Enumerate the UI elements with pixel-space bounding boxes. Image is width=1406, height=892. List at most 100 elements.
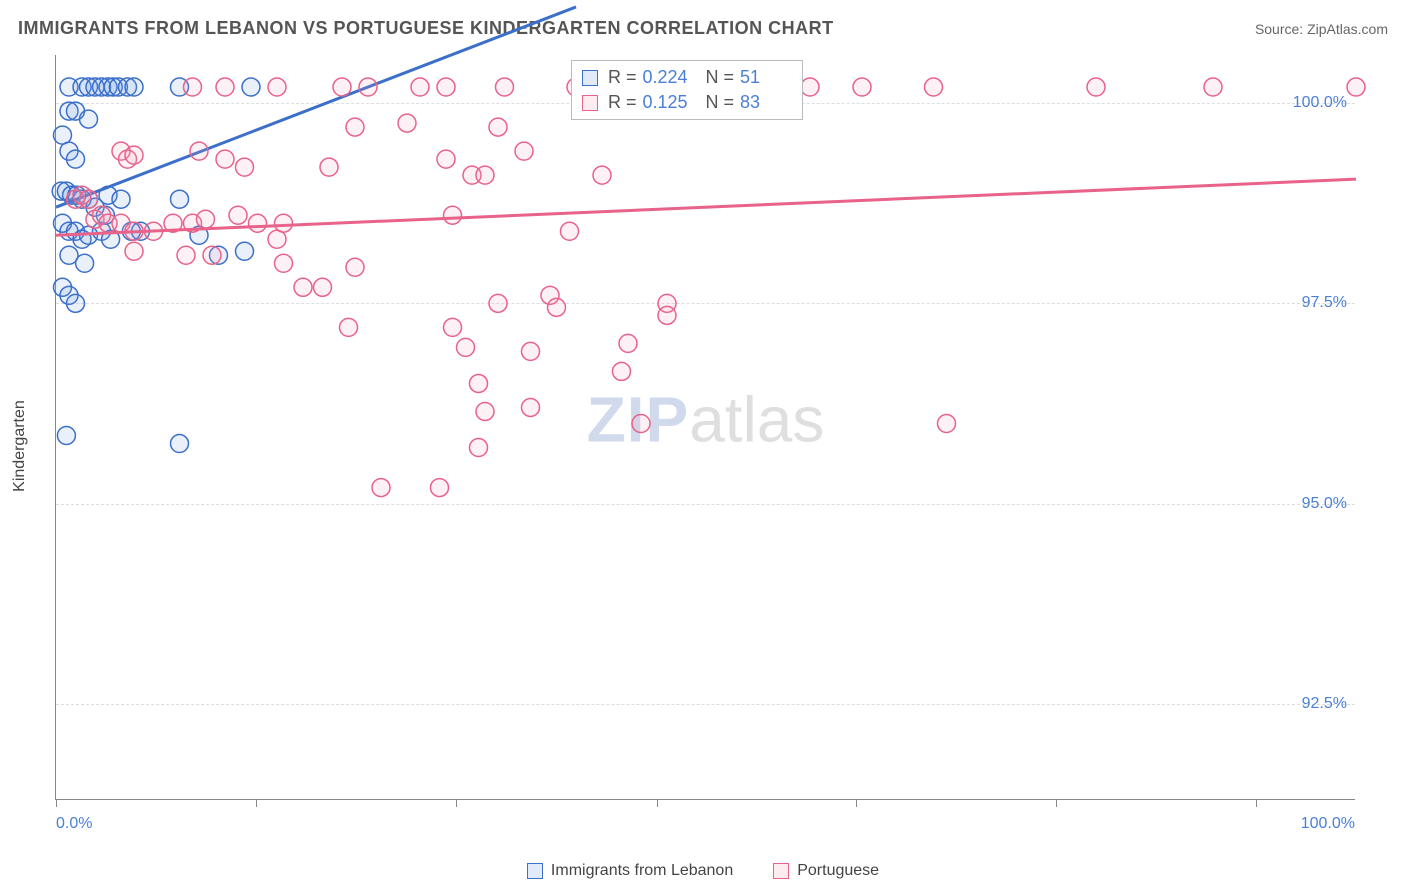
stat-n-label: N = [701, 92, 735, 113]
scatter-point-portuguese [437, 150, 455, 168]
scatter-point-portuguese [346, 118, 364, 136]
scatter-point-portuguese [593, 166, 611, 184]
scatter-point-portuguese [203, 246, 221, 264]
scatter-point-portuguese [177, 246, 195, 264]
stat-r-label: R = [608, 67, 637, 88]
scatter-point-portuguese [314, 278, 332, 296]
scatter-point-lebanon [171, 190, 189, 208]
legend-item-lebanon: Immigrants from Lebanon [527, 862, 733, 880]
scatter-point-lebanon [76, 254, 94, 272]
scatter-point-portuguese [398, 114, 416, 132]
scatter-point-lebanon [112, 190, 130, 208]
scatter-point-portuguese [489, 118, 507, 136]
scatter-point-portuguese [613, 362, 631, 380]
scatter-point-portuguese [275, 214, 293, 232]
scatter-point-portuguese [632, 414, 650, 432]
scatter-point-portuguese [853, 78, 871, 96]
x-tick [56, 799, 57, 807]
stat-r-value: 0.125 [643, 92, 695, 113]
stat-n-label: N = [701, 67, 735, 88]
chart-plot-area: ZIPatlas 92.5%95.0%97.5%100.0% 0.0% 100.… [55, 55, 1355, 800]
scatter-point-portuguese [437, 78, 455, 96]
scatter-point-portuguese [275, 254, 293, 272]
scatter-point-portuguese [444, 318, 462, 336]
scatter-point-portuguese [938, 414, 956, 432]
scatter-point-lebanon [125, 78, 143, 96]
stat-n-value: 83 [740, 92, 792, 113]
stat-r-value: 0.224 [643, 67, 695, 88]
legend-label: Portuguese [797, 862, 879, 880]
scatter-point-portuguese [496, 78, 514, 96]
scatter-point-portuguese [216, 150, 234, 168]
scatter-point-lebanon [171, 435, 189, 453]
scatter-point-portuguese [476, 402, 494, 420]
x-tick [256, 799, 257, 807]
scatter-point-portuguese [333, 78, 351, 96]
scatter-point-portuguese [457, 338, 475, 356]
chart-title: IMMIGRANTS FROM LEBANON VS PORTUGUESE KI… [18, 18, 834, 39]
chart-header: IMMIGRANTS FROM LEBANON VS PORTUGUESE KI… [18, 18, 1388, 39]
scatter-point-portuguese [658, 306, 676, 324]
legend-swatch-icon [773, 863, 789, 879]
chart-legend: Immigrants from Lebanon Portuguese [0, 862, 1406, 880]
scatter-point-portuguese [470, 374, 488, 392]
scatter-point-portuguese [80, 190, 98, 208]
scatter-point-portuguese [216, 78, 234, 96]
scatter-point-portuguese [561, 222, 579, 240]
scatter-point-lebanon [57, 427, 75, 445]
scatter-point-portuguese [1204, 78, 1222, 96]
x-tick [1256, 799, 1257, 807]
x-tick [657, 799, 658, 807]
legend-item-portuguese: Portuguese [773, 862, 879, 880]
scatter-point-portuguese [294, 278, 312, 296]
scatter-point-portuguese [411, 78, 429, 96]
scatter-point-portuguese [125, 146, 143, 164]
stats-row-lebanon: R = 0.224 N = 51 [582, 65, 792, 90]
scatter-point-portuguese [925, 78, 943, 96]
stats-row-portuguese: R = 0.125 N = 83 [582, 90, 792, 115]
scatter-point-portuguese [548, 298, 566, 316]
scatter-point-portuguese [431, 479, 449, 497]
scatter-point-portuguese [236, 158, 254, 176]
x-tick [456, 799, 457, 807]
trend-line-portuguese [56, 179, 1356, 235]
scatter-point-portuguese [801, 78, 819, 96]
scatter-point-portuguese [320, 158, 338, 176]
stats-swatch-icon [582, 95, 598, 111]
scatter-point-portuguese [489, 294, 507, 312]
scatter-point-portuguese [229, 206, 247, 224]
x-tick [1056, 799, 1057, 807]
scatter-point-portuguese [359, 78, 377, 96]
scatter-point-portuguese [522, 398, 540, 416]
scatter-point-portuguese [249, 214, 267, 232]
scatter-point-portuguese [340, 318, 358, 336]
scatter-point-portuguese [619, 334, 637, 352]
legend-swatch-icon [527, 863, 543, 879]
scatter-point-lebanon [80, 110, 98, 128]
x-tick [856, 799, 857, 807]
scatter-point-lebanon [67, 150, 85, 168]
scatter-point-portuguese [470, 439, 488, 457]
stat-n-value: 51 [740, 67, 792, 88]
scatter-point-portuguese [1087, 78, 1105, 96]
scatter-point-portuguese [1347, 78, 1365, 96]
scatter-point-lebanon [236, 242, 254, 260]
scatter-point-portuguese [190, 142, 208, 160]
x-axis-min-label: 0.0% [56, 815, 92, 833]
scatter-point-lebanon [67, 294, 85, 312]
stat-r-label: R = [608, 92, 637, 113]
y-axis-title: Kindergarten [11, 400, 29, 492]
scatter-point-portuguese [268, 78, 286, 96]
scatter-point-portuguese [515, 142, 533, 160]
scatter-point-portuguese [372, 479, 390, 497]
legend-label: Immigrants from Lebanon [551, 862, 733, 880]
scatter-svg [56, 55, 1355, 799]
scatter-point-portuguese [197, 210, 215, 228]
chart-source: Source: ZipAtlas.com [1255, 21, 1388, 37]
stats-swatch-icon [582, 70, 598, 86]
scatter-point-portuguese [476, 166, 494, 184]
scatter-point-lebanon [242, 78, 260, 96]
scatter-point-portuguese [346, 258, 364, 276]
scatter-point-portuguese [444, 206, 462, 224]
correlation-stats-box: R = 0.224 N = 51R = 0.125 N = 83 [571, 60, 803, 120]
